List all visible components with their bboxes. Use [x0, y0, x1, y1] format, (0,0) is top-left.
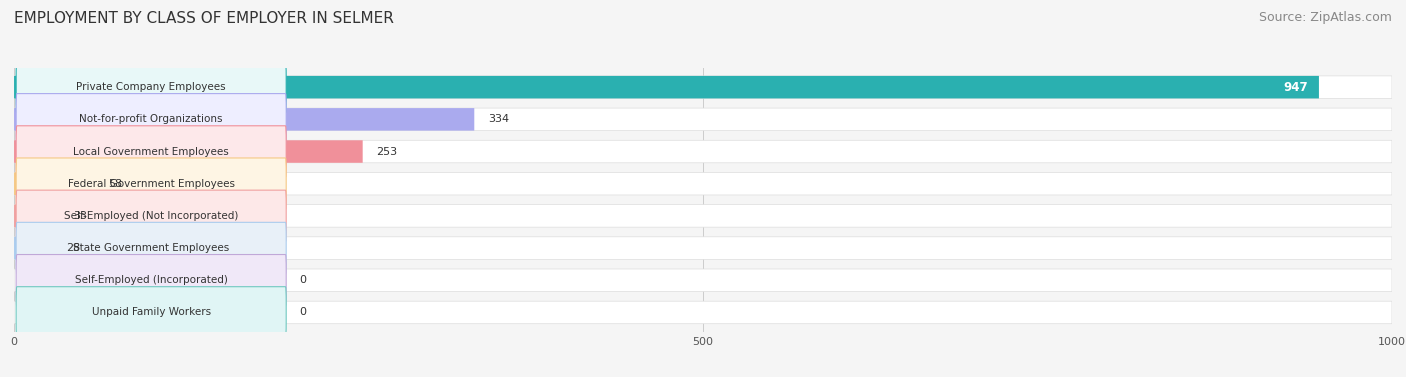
Text: EMPLOYMENT BY CLASS OF EMPLOYER IN SELMER: EMPLOYMENT BY CLASS OF EMPLOYER IN SELME… — [14, 11, 394, 26]
FancyBboxPatch shape — [14, 108, 1392, 130]
Text: 253: 253 — [377, 147, 398, 156]
Text: 334: 334 — [488, 114, 509, 124]
Text: 58: 58 — [108, 179, 122, 189]
Text: 33: 33 — [73, 211, 87, 221]
FancyBboxPatch shape — [14, 172, 1392, 195]
FancyBboxPatch shape — [14, 205, 1392, 227]
FancyBboxPatch shape — [14, 108, 474, 130]
FancyBboxPatch shape — [14, 269, 1392, 291]
Text: Unpaid Family Workers: Unpaid Family Workers — [91, 308, 211, 317]
FancyBboxPatch shape — [14, 237, 52, 259]
FancyBboxPatch shape — [14, 172, 94, 195]
Text: Local Government Employees: Local Government Employees — [73, 147, 229, 156]
Text: State Government Employees: State Government Employees — [73, 243, 229, 253]
FancyBboxPatch shape — [15, 158, 287, 210]
FancyBboxPatch shape — [14, 76, 1392, 98]
FancyBboxPatch shape — [15, 190, 287, 242]
Text: Self-Employed (Incorporated): Self-Employed (Incorporated) — [75, 275, 228, 285]
FancyBboxPatch shape — [14, 301, 1392, 324]
FancyBboxPatch shape — [14, 76, 1319, 98]
Text: Source: ZipAtlas.com: Source: ZipAtlas.com — [1258, 11, 1392, 24]
FancyBboxPatch shape — [14, 205, 59, 227]
Text: 0: 0 — [299, 275, 307, 285]
Text: 947: 947 — [1284, 81, 1308, 93]
FancyBboxPatch shape — [14, 140, 363, 163]
FancyBboxPatch shape — [15, 287, 287, 338]
FancyBboxPatch shape — [14, 140, 1392, 163]
FancyBboxPatch shape — [15, 222, 287, 274]
FancyBboxPatch shape — [15, 61, 287, 113]
Text: Federal Government Employees: Federal Government Employees — [67, 179, 235, 189]
FancyBboxPatch shape — [15, 126, 287, 177]
FancyBboxPatch shape — [15, 93, 287, 145]
Text: Self-Employed (Not Incorporated): Self-Employed (Not Incorporated) — [63, 211, 239, 221]
FancyBboxPatch shape — [15, 254, 287, 306]
Text: Not-for-profit Organizations: Not-for-profit Organizations — [79, 114, 224, 124]
Text: 28: 28 — [66, 243, 80, 253]
Text: Private Company Employees: Private Company Employees — [76, 82, 226, 92]
Text: 0: 0 — [299, 308, 307, 317]
FancyBboxPatch shape — [14, 237, 1392, 259]
